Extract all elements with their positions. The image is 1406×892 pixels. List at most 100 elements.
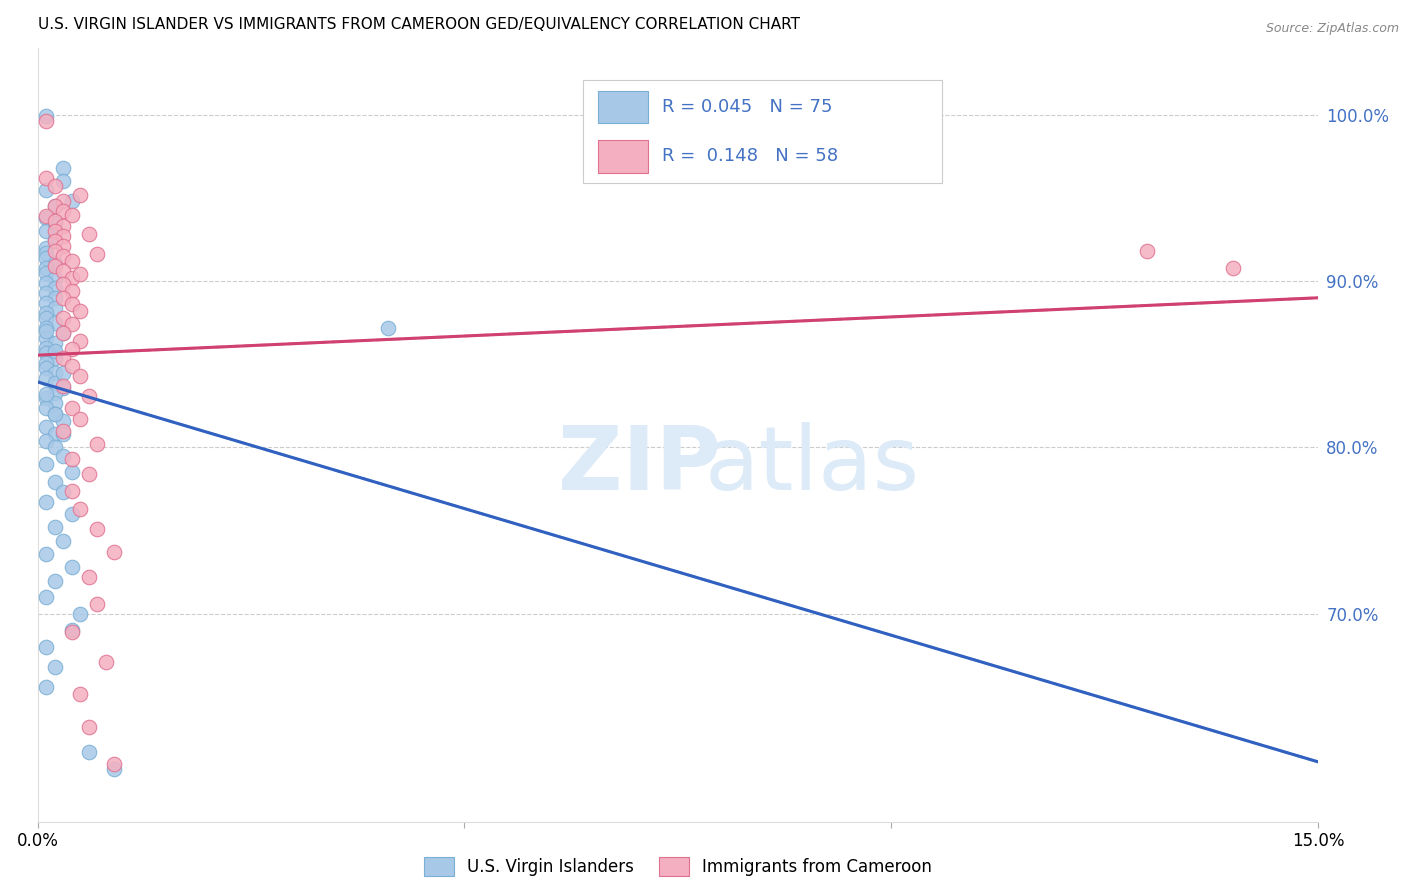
Point bbox=[35, 109, 58, 123]
Point bbox=[44, 224, 66, 238]
Point bbox=[44, 199, 66, 213]
Point bbox=[35, 306, 58, 320]
Point bbox=[44, 366, 66, 380]
Point bbox=[52, 229, 75, 244]
Point bbox=[44, 520, 66, 534]
Text: R = 0.045   N = 75: R = 0.045 N = 75 bbox=[662, 98, 832, 116]
Point bbox=[52, 366, 75, 380]
Point bbox=[52, 326, 75, 340]
Text: atlas: atlas bbox=[704, 423, 920, 509]
Point bbox=[69, 412, 91, 426]
Point bbox=[35, 345, 58, 359]
Point bbox=[86, 437, 108, 451]
Point bbox=[35, 295, 58, 310]
Point bbox=[44, 281, 66, 295]
Point bbox=[60, 297, 83, 311]
Text: U.S. VIRGIN ISLANDER VS IMMIGRANTS FROM CAMEROON GED/EQUIVALENCY CORRELATION CHA: U.S. VIRGIN ISLANDER VS IMMIGRANTS FROM … bbox=[38, 17, 800, 32]
Point bbox=[44, 270, 66, 285]
Point bbox=[35, 370, 58, 384]
Point bbox=[35, 209, 58, 223]
Point bbox=[52, 291, 75, 305]
Point bbox=[86, 522, 108, 536]
Point bbox=[35, 310, 58, 325]
Point bbox=[35, 434, 58, 448]
Point bbox=[60, 466, 83, 480]
Point bbox=[77, 745, 100, 759]
Point bbox=[52, 351, 75, 365]
Point bbox=[60, 284, 83, 298]
Point bbox=[103, 756, 125, 771]
Point bbox=[35, 324, 58, 338]
Point bbox=[69, 687, 91, 701]
Point bbox=[52, 310, 75, 325]
Point bbox=[60, 401, 83, 415]
Point bbox=[52, 194, 75, 209]
Point bbox=[44, 385, 66, 400]
Point bbox=[44, 214, 66, 228]
Point bbox=[35, 260, 58, 275]
Point bbox=[44, 316, 66, 330]
Point bbox=[86, 247, 108, 261]
Point bbox=[52, 326, 75, 340]
Point bbox=[69, 304, 91, 318]
Point bbox=[1222, 260, 1244, 275]
Point bbox=[60, 560, 83, 574]
Legend: U.S. Virgin Islanders, Immigrants from Cameroon: U.S. Virgin Islanders, Immigrants from C… bbox=[418, 851, 939, 883]
Point bbox=[35, 276, 58, 290]
Point bbox=[35, 591, 58, 605]
Point bbox=[35, 360, 58, 375]
Point bbox=[35, 211, 58, 225]
Point bbox=[52, 424, 75, 438]
Bar bbox=[598, 91, 648, 123]
Point bbox=[60, 624, 83, 638]
Point bbox=[44, 291, 66, 305]
Point bbox=[52, 264, 75, 278]
Point bbox=[35, 266, 58, 280]
Point bbox=[35, 401, 58, 415]
Point bbox=[35, 680, 58, 694]
Point bbox=[60, 207, 83, 221]
Point bbox=[60, 194, 83, 209]
Point bbox=[44, 351, 66, 365]
Text: R =  0.148   N = 58: R = 0.148 N = 58 bbox=[662, 147, 838, 165]
Point bbox=[44, 301, 66, 315]
Point bbox=[35, 341, 58, 355]
Point bbox=[77, 389, 100, 403]
Point bbox=[60, 452, 83, 467]
Point bbox=[52, 174, 75, 188]
Point bbox=[44, 244, 66, 259]
Point bbox=[103, 545, 125, 559]
Point bbox=[69, 607, 91, 621]
Point bbox=[52, 161, 75, 175]
Point bbox=[44, 395, 66, 409]
Point bbox=[60, 270, 83, 285]
Point bbox=[35, 457, 58, 471]
Point bbox=[44, 179, 66, 194]
Point bbox=[35, 224, 58, 238]
Point bbox=[60, 318, 83, 332]
Point bbox=[69, 502, 91, 516]
Point bbox=[86, 597, 108, 611]
Point bbox=[60, 359, 83, 373]
Point bbox=[52, 204, 75, 219]
Point bbox=[44, 660, 66, 674]
Point bbox=[69, 368, 91, 383]
Point bbox=[77, 720, 100, 734]
Point bbox=[44, 441, 66, 455]
Point bbox=[60, 625, 83, 640]
Point bbox=[52, 219, 75, 234]
Point bbox=[35, 170, 58, 185]
Point bbox=[44, 407, 66, 421]
Point bbox=[44, 216, 66, 230]
Point bbox=[44, 407, 66, 421]
Point bbox=[52, 427, 75, 442]
Point bbox=[52, 449, 75, 463]
Point bbox=[69, 187, 91, 202]
Point bbox=[69, 268, 91, 282]
Point bbox=[35, 320, 58, 334]
Point bbox=[35, 391, 58, 405]
Point bbox=[35, 547, 58, 561]
Point bbox=[44, 475, 66, 490]
Point bbox=[77, 227, 100, 242]
Point bbox=[44, 335, 66, 350]
